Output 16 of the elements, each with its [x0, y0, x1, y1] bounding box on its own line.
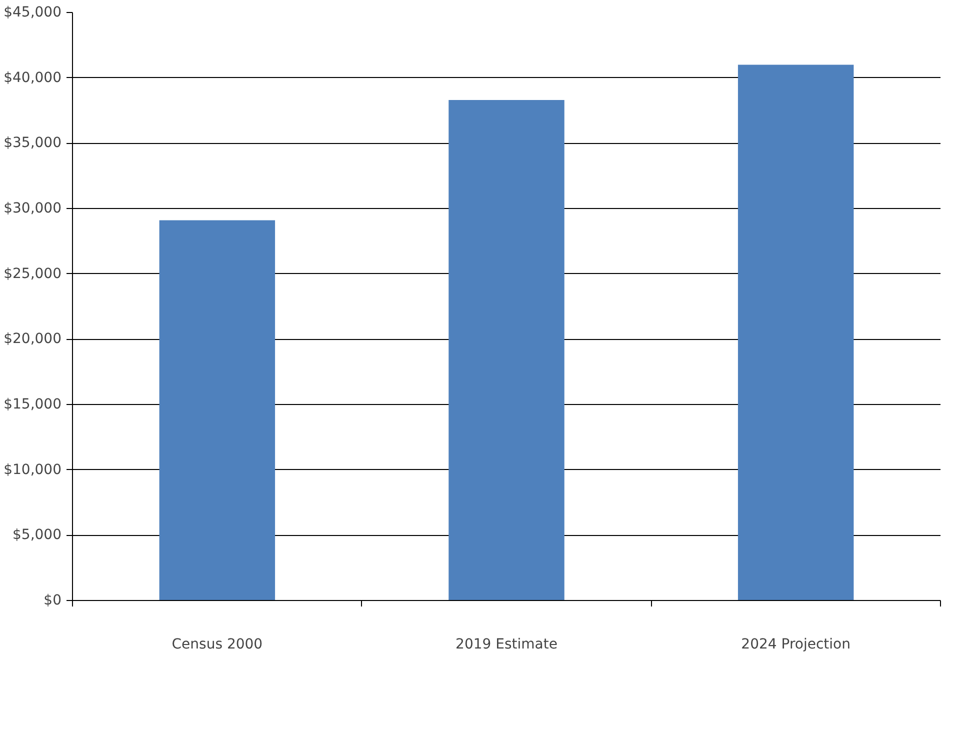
- y-tick-label: $5,000: [12, 527, 62, 544]
- y-tick-label: $25,000: [4, 266, 62, 282]
- y-tick-label: $40,000: [4, 70, 62, 86]
- x-tick-label: 2019 Estimate: [456, 636, 558, 652]
- y-tick-label: $20,000: [4, 331, 62, 348]
- y-tick-label: $10,000: [4, 462, 62, 478]
- y-tick-label: $45,000: [4, 4, 62, 20]
- y-tick-label: $35,000: [4, 135, 62, 152]
- bar: [159, 220, 276, 600]
- y-tick-label: $0: [44, 592, 62, 608]
- x-tick-label: Census 2000: [172, 636, 263, 652]
- x-tick-label: 2024 Projection: [741, 636, 850, 652]
- bar: [448, 100, 564, 600]
- bar: [738, 64, 854, 600]
- y-tick-label: $30,000: [4, 200, 62, 216]
- y-tick-label: $15,000: [4, 396, 62, 412]
